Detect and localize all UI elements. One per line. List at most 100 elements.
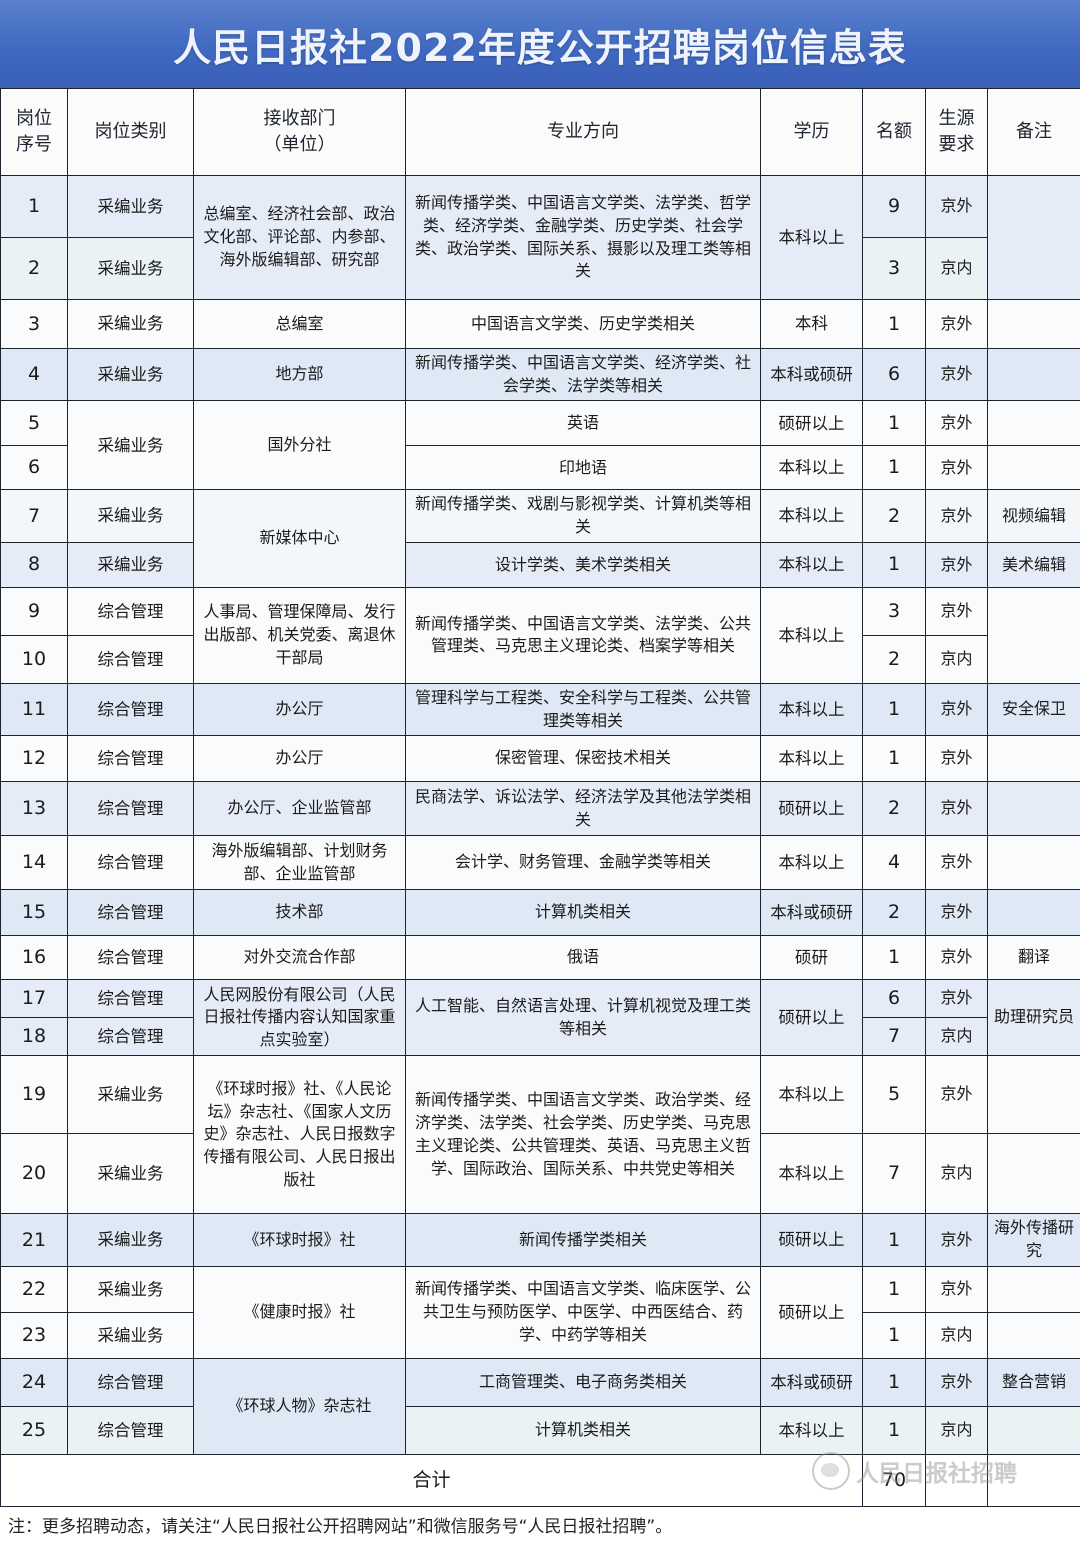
cell-job-number: 25 bbox=[0, 1405, 68, 1455]
cell-source: 京外 bbox=[925, 889, 988, 937]
cell-quota: 3 bbox=[862, 237, 926, 300]
cell-quota: 6 bbox=[862, 347, 926, 402]
cell-quota: 3 bbox=[862, 586, 926, 636]
cell-job-number: 2 bbox=[0, 237, 68, 300]
cell-job-number: 19 bbox=[0, 1055, 68, 1135]
table-row: 23 采编业务 1 京内 bbox=[0, 1311, 1080, 1359]
cell-quota: 1 bbox=[862, 935, 926, 981]
cell-note bbox=[987, 735, 1080, 783]
cell-department: 总编室 bbox=[193, 299, 406, 349]
table-row: 9 综合管理 人事局、管理保障局、发行出版部、机关党委、离退休干部局 新闻传播学… bbox=[0, 586, 1080, 684]
cell-note bbox=[987, 175, 1080, 300]
cell-note: 助理研究员 bbox=[987, 979, 1080, 1057]
table-row: 20 采编业务 本科以上 7 京内 bbox=[0, 1133, 1080, 1215]
table-row: 17 综合管理 人民网股份有限公司（人民日报社传播内容认知国家重点实验室） 人工… bbox=[0, 979, 1080, 1057]
total-row: 合计 70 bbox=[0, 1453, 1080, 1507]
table-row: 21 采编业务 《环球时报》社 新闻传播学类相关 硕研以上 1 京外 海外传播研… bbox=[0, 1213, 1080, 1267]
header-job-number-line2: 序号 bbox=[16, 134, 52, 155]
cell-source: 京内 bbox=[925, 1311, 988, 1359]
cell-job-category: 采编业务 bbox=[67, 489, 194, 543]
cell-education: 本科以上 bbox=[760, 489, 863, 543]
cell-department: 《健康时报》社 bbox=[193, 1265, 406, 1359]
cell-source: 京外 bbox=[925, 935, 988, 981]
header-quota: 名额 bbox=[862, 88, 926, 176]
cell-source: 京外 bbox=[925, 1213, 988, 1267]
cell-major: 新闻传播学类、中国语言文学类、临床医学、公共卫生与预防医学、中医学、中西医结合、… bbox=[405, 1265, 761, 1359]
cell-job-category: 采编业务 bbox=[67, 1265, 194, 1313]
cell-source: 京外 bbox=[925, 835, 988, 891]
cell-job-number: 17 bbox=[0, 979, 68, 1019]
cell-quota: 1 bbox=[862, 445, 926, 491]
cell-quota: 5 bbox=[862, 1055, 926, 1135]
cell-source: 京外 bbox=[925, 541, 988, 588]
table-row: 24 综合管理 《环球人物》杂志社 工商管理类、电子商务类相关 本科或硕研 1 … bbox=[0, 1357, 1080, 1455]
cell-source: 京内 bbox=[925, 237, 988, 300]
cell-job-category: 综合管理 bbox=[67, 586, 194, 636]
cell-quota: 2 bbox=[862, 889, 926, 937]
cell-source: 京外 bbox=[925, 175, 988, 238]
cell-note bbox=[987, 1055, 1080, 1135]
cell-quota: 7 bbox=[862, 1133, 926, 1215]
cell-job-number: 8 bbox=[0, 541, 68, 588]
table-row: 8 采编业务 设计学类、美术学类相关 本科以上 1 京外 美术编辑 bbox=[0, 541, 1080, 588]
cell-major: 印地语 bbox=[405, 445, 761, 491]
cell-job-category: 采编业务 bbox=[67, 347, 194, 402]
cell-major: 管理科学与工程类、安全科学与工程类、公共管理类等相关 bbox=[405, 682, 761, 737]
cell-education: 硕研 bbox=[760, 935, 863, 981]
cell-department: 海外版编辑部、计划财务部、企业监管部 bbox=[193, 835, 406, 891]
table-row: 12 综合管理 办公厅 保密管理、保密技术相关 本科以上 1 京外 bbox=[0, 735, 1080, 783]
cell-major: 会计学、财务管理、金融学类等相关 bbox=[405, 835, 761, 891]
cell-job-category: 综合管理 bbox=[67, 979, 194, 1019]
header-job-number: 岗位 序号 bbox=[0, 88, 68, 176]
cell-quota: 1 bbox=[862, 735, 926, 783]
cell-department: 地方部 bbox=[193, 347, 406, 402]
cell-department: 人民网股份有限公司（人民日报社传播内容认知国家重点实验室） bbox=[193, 979, 406, 1057]
cell-source: 京外 bbox=[925, 586, 988, 636]
cell-major: 新闻传播学类、中国语言文学类、政治学类、经济学类、法学类、社会学类、历史学类、马… bbox=[405, 1055, 761, 1215]
cell-major: 计算机类相关 bbox=[405, 889, 761, 937]
cell-education: 硕研以上 bbox=[760, 979, 863, 1057]
cell-education: 本科以上 bbox=[760, 1405, 863, 1455]
header-department: 接收部门 （单位） bbox=[193, 88, 406, 176]
cell-education: 硕研以上 bbox=[760, 400, 863, 447]
cell-job-category: 综合管理 bbox=[67, 682, 194, 737]
cell-note: 翻译 bbox=[987, 935, 1080, 981]
cell-source: 京外 bbox=[925, 979, 988, 1019]
cell-note bbox=[987, 835, 1080, 891]
cell-job-category: 采编业务 bbox=[67, 1055, 194, 1135]
cell-job-category: 综合管理 bbox=[67, 1357, 194, 1407]
cell-quota: 1 bbox=[862, 1311, 926, 1359]
cell-job-number: 10 bbox=[0, 634, 68, 684]
cell-major: 计算机类相关 bbox=[405, 1405, 761, 1455]
cell-source: 京外 bbox=[925, 1357, 988, 1407]
cell-education: 本科以上 bbox=[760, 175, 863, 300]
cell-job-category: 采编业务 bbox=[67, 1311, 194, 1359]
cell-education: 本科以上 bbox=[760, 541, 863, 588]
cell-job-number: 23 bbox=[0, 1311, 68, 1359]
table-row: 25 综合管理 计算机类相关 本科以上 1 京内 bbox=[0, 1405, 1080, 1455]
page-banner: 人民日报社2022年度公开招聘岗位信息表 bbox=[0, 0, 1080, 88]
cell-major: 新闻传播学类相关 bbox=[405, 1213, 761, 1267]
cell-source: 京外 bbox=[925, 682, 988, 737]
cell-quota: 1 bbox=[862, 1213, 926, 1267]
cell-department: 技术部 bbox=[193, 889, 406, 937]
header-department-line1: 接收部门 bbox=[263, 108, 336, 130]
cell-note bbox=[987, 400, 1080, 447]
cell-department: 总编室、经济社会部、政治文化部、评论部、内参部、海外版编辑部、研究部 bbox=[193, 175, 406, 300]
cell-quota: 1 bbox=[862, 682, 926, 737]
cell-job-category: 综合管理 bbox=[67, 935, 194, 981]
cell-major: 人工智能、自然语言处理、计算机视觉及理工类等相关 bbox=[405, 979, 761, 1057]
header-department-line2: （单位） bbox=[263, 134, 336, 155]
cell-job-number: 18 bbox=[0, 1017, 68, 1057]
cell-job-number: 9 bbox=[0, 586, 68, 636]
cell-major: 英语 bbox=[405, 400, 761, 447]
cell-job-number: 7 bbox=[0, 489, 68, 543]
cell-quota: 1 bbox=[862, 541, 926, 588]
cell-quota: 1 bbox=[862, 299, 926, 349]
cell-quota: 1 bbox=[862, 1405, 926, 1455]
header-source-line1: 生源 bbox=[938, 108, 975, 130]
cell-education: 本科 bbox=[760, 299, 863, 349]
cell-source: 京内 bbox=[925, 1133, 988, 1215]
header-note: 备注 bbox=[987, 88, 1080, 176]
table-row: 11 综合管理 办公厅 管理科学与工程类、安全科学与工程类、公共管理类等相关 本… bbox=[0, 682, 1080, 737]
